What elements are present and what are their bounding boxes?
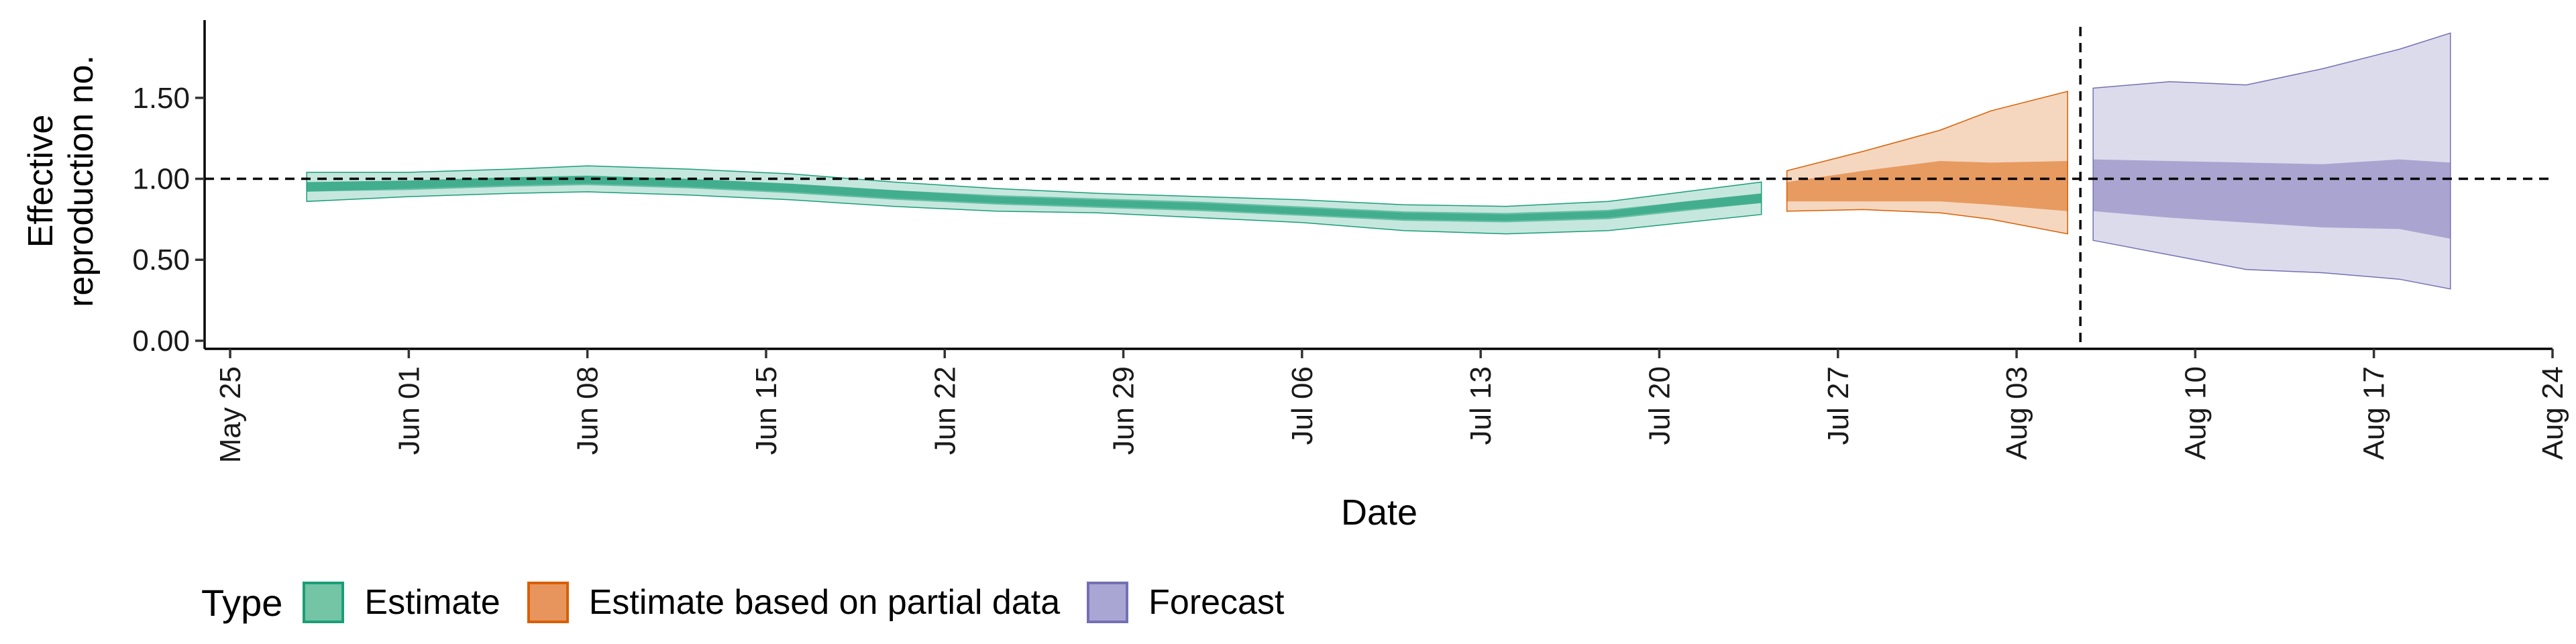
x-tick-label: Aug 24 [2536,366,2569,460]
x-tick-label: Jul 06 [1286,366,1319,445]
x-tick-label: Aug 10 [2179,366,2212,460]
legend-key-estimate [303,582,345,623]
reference-layer [205,27,2553,349]
x-axis-title: Date [1341,492,1417,533]
y-tick-label: 1.50 [132,82,190,115]
x-tick-label: Jun 22 [928,366,961,455]
legend-item-partial: Estimate based on partial data [527,582,1060,623]
x-tick-label: Aug 17 [2358,366,2391,460]
x-tick-label: Jul 27 [1822,366,1855,445]
y-axis-title-line-2: reproduction no. [62,55,101,307]
legend-title: Type [201,581,283,624]
y-axis-title: Effective reproduction no. [21,55,101,307]
legend-label-forecast: Forecast [1148,583,1285,622]
median-estimate [307,175,1762,223]
y-tick-label: 1.00 [132,163,190,196]
axes-layer: 0.00 0.50 1.00 1.50 May 25 Jun 01 Jun 08 Jun 15… [132,20,2569,463]
legend: Type Estimate Estimate based on partial … [201,576,1311,629]
legend-key-forecast [1087,582,1129,623]
legend-item-forecast: Forecast [1087,582,1284,623]
x-tick-label: Jul 20 [1644,366,1676,445]
y-axis-title-line-1: Effective [21,115,60,248]
legend-label-partial: Estimate based on partial data [588,583,1061,622]
x-tick-label: Jun 08 [572,366,604,455]
y-tick-label: 0.50 [132,244,190,276]
x-tick-label: Jun 29 [1108,366,1140,455]
x-tick-label: May 25 [214,366,247,463]
band-layer [306,32,2451,290]
y-tick-label: 0.00 [132,325,190,358]
x-tick-label: Jun 01 [392,366,425,455]
x-tick-label: Jul 13 [1464,366,1497,445]
legend-label-estimate: Estimate [364,583,500,622]
x-tick-label: Jun 15 [750,366,783,455]
x-tick-label: Aug 03 [2000,366,2033,460]
band-50-partial [1786,161,2068,211]
legend-key-partial [527,582,569,623]
band-50-forecast [2093,159,2451,239]
legend-item-estimate: Estimate [303,582,500,623]
